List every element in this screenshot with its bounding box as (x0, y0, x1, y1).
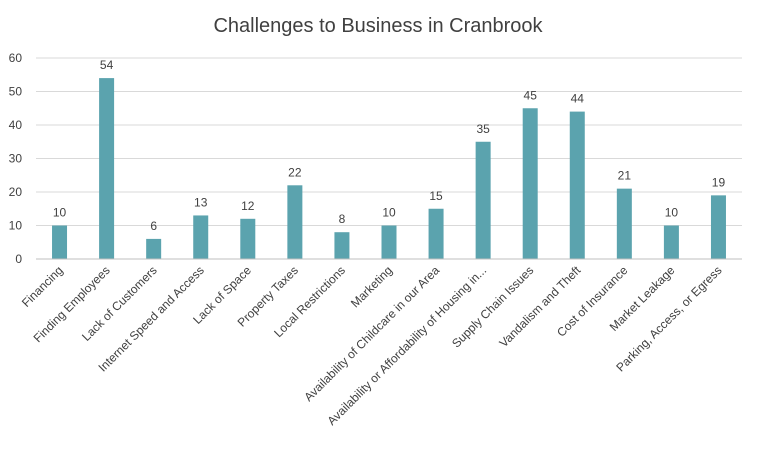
y-tick-label: 50 (9, 85, 23, 99)
data-label: 44 (571, 92, 585, 106)
data-label: 21 (618, 169, 632, 183)
bar (663, 225, 679, 259)
bar (381, 225, 397, 259)
bar (710, 195, 726, 259)
data-label: 10 (382, 206, 396, 220)
data-label: 13 (194, 195, 208, 209)
x-category-label: Marketing (348, 263, 395, 310)
data-label: 10 (665, 206, 679, 220)
bar (428, 208, 444, 259)
bar (146, 238, 162, 259)
y-tick-label: 10 (9, 219, 23, 233)
data-label: 6 (150, 219, 157, 233)
chart-title: Challenges to Business in Cranbrook (213, 15, 543, 37)
bar (240, 218, 256, 259)
y-tick-label: 30 (9, 152, 23, 166)
y-tick-label: 0 (15, 252, 22, 266)
bar (193, 215, 209, 259)
bars (52, 78, 726, 259)
data-label: 22 (288, 165, 302, 179)
gridlines (36, 57, 742, 226)
data-labels: 10 54 6 13 12 22 8 10 15 35 45 44 21 10 19 (53, 58, 726, 233)
data-label: 54 (100, 58, 114, 72)
bar (52, 225, 68, 259)
data-label: 10 (53, 206, 67, 220)
bar (616, 188, 632, 259)
y-tick-label: 20 (9, 185, 23, 199)
x-category-label: Supply Chain Issues (449, 263, 536, 350)
bar (334, 232, 350, 259)
data-label: 35 (476, 122, 490, 136)
y-tick-label: 40 (9, 118, 23, 132)
bar (475, 141, 491, 259)
bar (287, 185, 303, 259)
x-category-label: Financing (19, 263, 66, 310)
data-label: 12 (241, 199, 255, 213)
x-category-label: Vandalism and Theft (496, 263, 583, 350)
bar (99, 78, 115, 259)
bar (569, 111, 585, 259)
data-label: 45 (524, 88, 538, 102)
bar (522, 108, 538, 259)
y-tick-label: 60 (9, 51, 23, 65)
y-axis-ticks: 0 10 20 30 40 50 60 (9, 51, 23, 266)
data-label: 15 (429, 189, 443, 203)
data-label: 19 (712, 175, 726, 189)
data-label: 8 (339, 212, 346, 226)
